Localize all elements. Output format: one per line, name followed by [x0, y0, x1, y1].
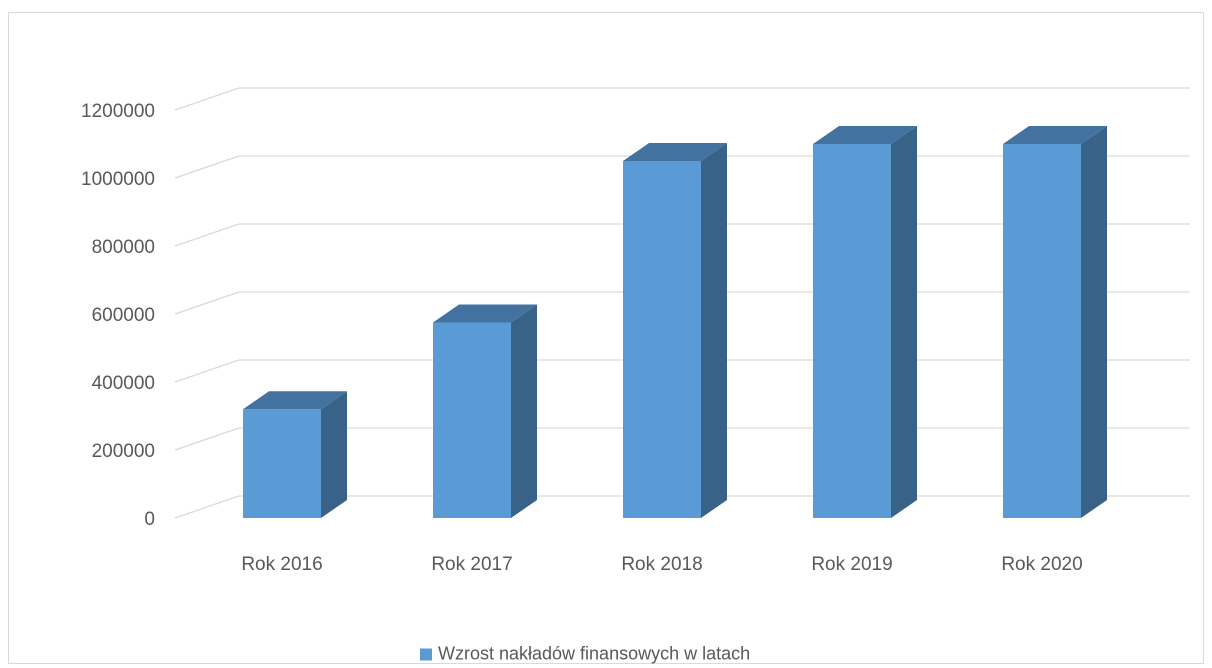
bar-front — [623, 161, 701, 518]
gridline-diagonal — [174, 359, 240, 383]
y-tick-label: 600000 — [92, 305, 155, 326]
x-tick-label: Rok 2020 — [1001, 554, 1082, 575]
x-tick-label: Rok 2018 — [621, 554, 702, 575]
y-tick-label: 800000 — [92, 237, 155, 258]
y-axis-ticks: 0 200000 400000 600000 800000 1000000 1200000 — [81, 101, 155, 530]
y-tick-label: 0 — [144, 509, 155, 530]
y-tick-label: 400000 — [92, 373, 155, 394]
y-tick-label: 200000 — [92, 441, 155, 462]
legend: Wzrost nakładów finansowych w latach — [420, 644, 750, 665]
bar-front — [243, 409, 321, 518]
bar-top — [623, 143, 727, 161]
y-tick-label: 1200000 — [81, 101, 155, 122]
bar-side — [701, 143, 727, 518]
gridline-diagonal — [174, 155, 240, 179]
bar-side — [891, 126, 917, 518]
gridline-diagonal — [174, 223, 240, 247]
y-tick-label: 1000000 — [81, 169, 155, 190]
bar-top — [813, 126, 917, 144]
bar-top — [1003, 126, 1107, 144]
bar-side — [1081, 126, 1107, 518]
legend-label: Wzrost nakładów finansowych w latach — [438, 643, 751, 664]
bar — [623, 143, 727, 518]
bar-front — [433, 322, 511, 518]
gridline-diagonal — [174, 87, 240, 111]
bars — [243, 126, 1107, 518]
bar-top — [243, 391, 347, 410]
legend-swatch — [420, 648, 432, 660]
bar-side — [511, 304, 537, 518]
x-axis-ticks: Rok 2016 Rok 2017 Rok 2018 Rok 2019 Rok 2020 — [241, 554, 1082, 575]
gridline-diagonal — [174, 427, 240, 451]
bar — [1003, 126, 1107, 518]
bar-front — [813, 144, 891, 518]
x-tick-label: Rok 2017 — [431, 554, 512, 575]
gridline-diagonal — [174, 495, 240, 519]
bar — [433, 304, 537, 518]
bar — [813, 126, 917, 518]
bar-top — [433, 304, 537, 323]
x-tick-label: Rok 2019 — [811, 554, 892, 575]
gridline-diagonal — [174, 291, 240, 315]
bar-side — [321, 391, 347, 518]
bar-front — [1003, 144, 1081, 518]
bar — [243, 391, 347, 518]
x-tick-label: Rok 2016 — [241, 554, 322, 575]
